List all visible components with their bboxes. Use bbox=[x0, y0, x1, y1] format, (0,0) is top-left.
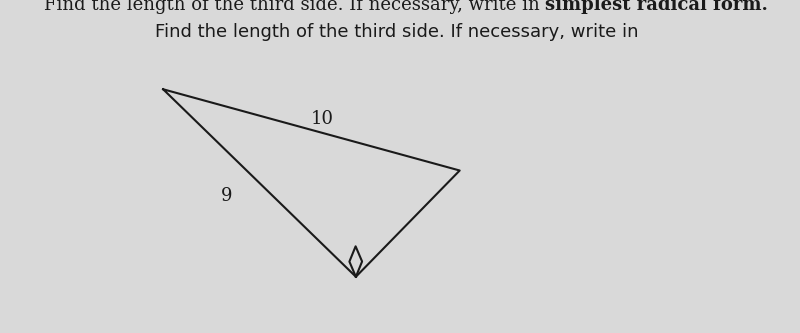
Text: 10: 10 bbox=[311, 110, 334, 128]
Text: Find the length of the third side. If necessary, write in: Find the length of the third side. If ne… bbox=[45, 0, 546, 14]
Text: Find the length of the third side. If necessary, write in: Find the length of the third side. If ne… bbox=[155, 23, 645, 41]
Text: 9: 9 bbox=[220, 186, 232, 204]
Text: simplest radical form.: simplest radical form. bbox=[545, 0, 768, 14]
